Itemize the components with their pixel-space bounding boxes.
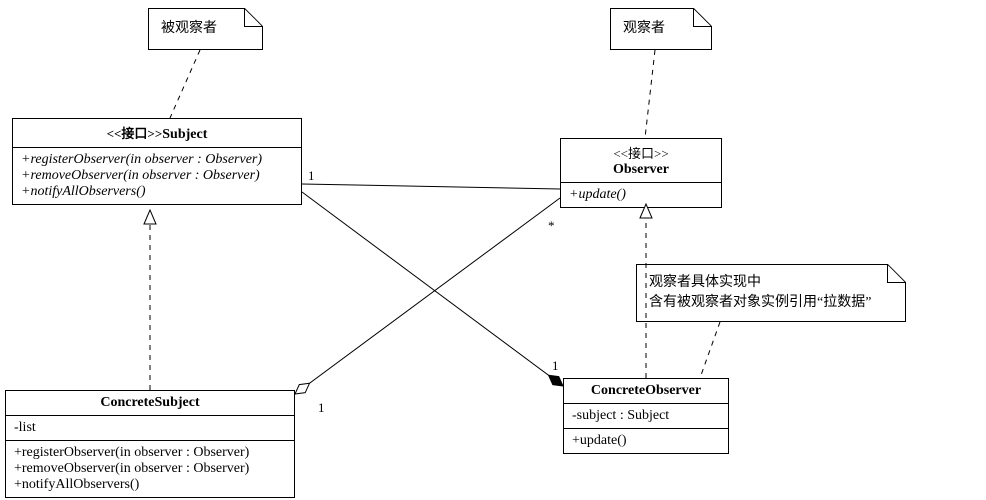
note-subject: 被观察者 bbox=[148, 8, 263, 50]
anchor-note-concrete-observer bbox=[700, 322, 720, 378]
class-co-name: ConcreteObserver bbox=[570, 383, 722, 399]
class-co-attrs: -subject : Subject bbox=[564, 404, 728, 429]
class-subject: <<接口>>Subject +registerObserver(in obser… bbox=[12, 118, 302, 205]
mult-co-1: 1 bbox=[552, 358, 559, 374]
note-co-line2: 含有被观察者对象实例引用“拉数据” bbox=[649, 293, 893, 313]
class-subject-stereo: <<接口>> bbox=[107, 126, 163, 141]
class-subject-ops: +registerObserver(in observer : Observer… bbox=[13, 148, 301, 204]
note-co-line1: 观察者具体实现中 bbox=[649, 273, 893, 293]
mult-subject-1: 1 bbox=[308, 168, 315, 184]
class-subject-header: <<接口>>Subject bbox=[13, 119, 301, 148]
class-cs-name: ConcreteSubject bbox=[12, 395, 288, 411]
op: +notifyAllObservers() bbox=[21, 184, 293, 200]
op: +registerObserver(in observer : Observer… bbox=[14, 445, 286, 461]
anchor-note-observer bbox=[645, 50, 655, 138]
note-subject-text: 被观察者 bbox=[161, 21, 217, 36]
class-cs-header: ConcreteSubject bbox=[6, 391, 294, 416]
note-observer: 观察者 bbox=[610, 8, 712, 50]
note-fold bbox=[244, 8, 263, 27]
attr: -subject : Subject bbox=[572, 408, 720, 424]
op: +notifyAllObservers() bbox=[14, 477, 286, 493]
class-concrete-observer: ConcreteObserver -subject : Subject +upd… bbox=[563, 378, 729, 454]
op: +registerObserver(in observer : Observer… bbox=[21, 152, 293, 168]
attr: -list bbox=[14, 420, 286, 436]
class-co-ops: +update() bbox=[564, 429, 728, 453]
class-observer-name: Observer bbox=[567, 162, 715, 178]
diagram-canvas: 被观察者 观察者 观察者具体实现中 含有被观察者对象实例引用“拉数据” <<接口… bbox=[0, 0, 986, 500]
class-concrete-subject: ConcreteSubject -list +registerObserver(… bbox=[5, 390, 295, 498]
assoc-subject-observer bbox=[302, 184, 560, 189]
class-cs-attrs: -list bbox=[6, 416, 294, 441]
mult-observer-star: * bbox=[548, 218, 555, 234]
note-fold bbox=[887, 264, 906, 283]
op: +update() bbox=[569, 187, 713, 203]
mult-cs-1: 1 bbox=[318, 400, 325, 416]
class-observer-ops: +update() bbox=[561, 183, 721, 207]
class-observer-stereo: <<接口>> bbox=[567, 143, 715, 162]
class-subject-name: Subject bbox=[162, 127, 207, 142]
composition-subject-co bbox=[302, 192, 563, 386]
op: +update() bbox=[572, 433, 720, 449]
op: +removeObserver(in observer : Observer) bbox=[14, 461, 286, 477]
op: +removeObserver(in observer : Observer) bbox=[21, 168, 293, 184]
note-fold bbox=[693, 8, 712, 27]
anchor-note-subject bbox=[170, 50, 200, 118]
class-observer: <<接口>> Observer +update() bbox=[560, 138, 722, 208]
class-cs-ops: +registerObserver(in observer : Observer… bbox=[6, 441, 294, 497]
aggregation-observer-cs bbox=[295, 198, 560, 394]
note-observer-text: 观察者 bbox=[623, 21, 665, 36]
class-co-header: ConcreteObserver bbox=[564, 379, 728, 404]
note-concrete-observer: 观察者具体实现中 含有被观察者对象实例引用“拉数据” bbox=[636, 264, 906, 322]
class-observer-header: <<接口>> Observer bbox=[561, 139, 721, 183]
